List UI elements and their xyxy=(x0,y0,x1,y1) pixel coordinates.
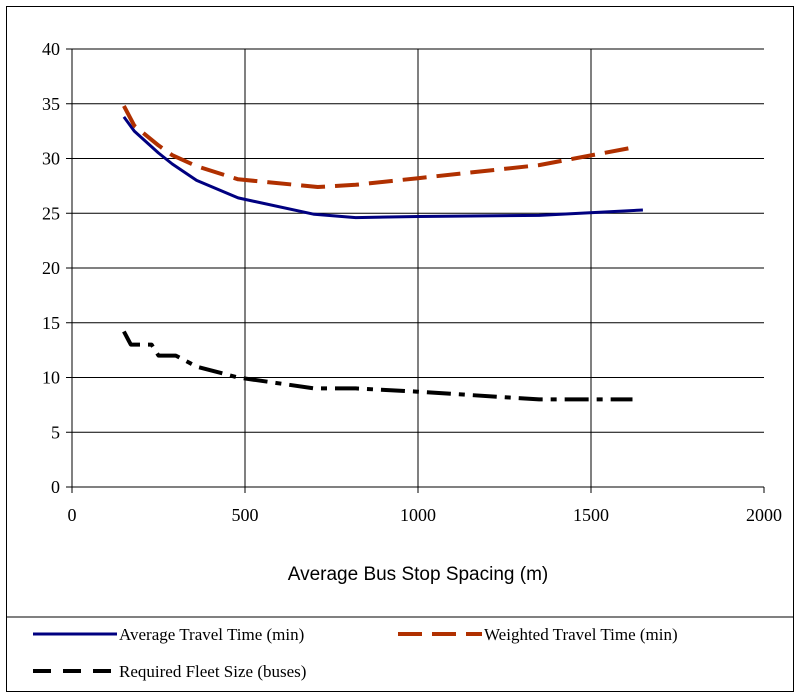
x-axis-title: Average Bus Stop Spacing (m) xyxy=(288,564,549,585)
y-tick-label: 20 xyxy=(42,258,60,278)
series-line-1 xyxy=(122,116,643,220)
legend-label-1: Average Travel Time (min) xyxy=(119,625,304,644)
y-tick-label: 10 xyxy=(42,368,60,388)
legend-label-2: Weighted Travel Time (min) xyxy=(484,625,678,644)
y-tick-label: 5 xyxy=(51,422,60,442)
x-tick-label: 2000 xyxy=(746,505,782,525)
legend: Average Travel Time (min) Weighted Travel… xyxy=(6,616,794,681)
y-tick-label: 15 xyxy=(42,313,60,333)
y-tick-label: 25 xyxy=(42,203,60,223)
gridlines xyxy=(72,48,764,487)
axes xyxy=(66,48,765,493)
y-tick-label: 35 xyxy=(42,94,60,114)
x-tick-label: 0 xyxy=(68,505,77,525)
series-layer xyxy=(122,104,643,402)
x-tick-label: 1500 xyxy=(573,505,609,525)
series-line-2 xyxy=(122,104,633,189)
y-tick-label: 40 xyxy=(42,39,60,59)
x-tick-label: 500 xyxy=(232,505,259,525)
legend-label-3: Required Fleet Size (buses) xyxy=(119,662,306,681)
x-tick-label: 1000 xyxy=(400,505,436,525)
y-tick-label: 0 xyxy=(51,477,60,497)
series-line-3 xyxy=(122,330,633,402)
chart-frame xyxy=(6,6,794,692)
y-tick-label: 30 xyxy=(42,149,60,169)
tick-labels: 0 5 10 15 20 25 30 35 40 0 500 1000 1500 2000 xyxy=(42,39,782,525)
